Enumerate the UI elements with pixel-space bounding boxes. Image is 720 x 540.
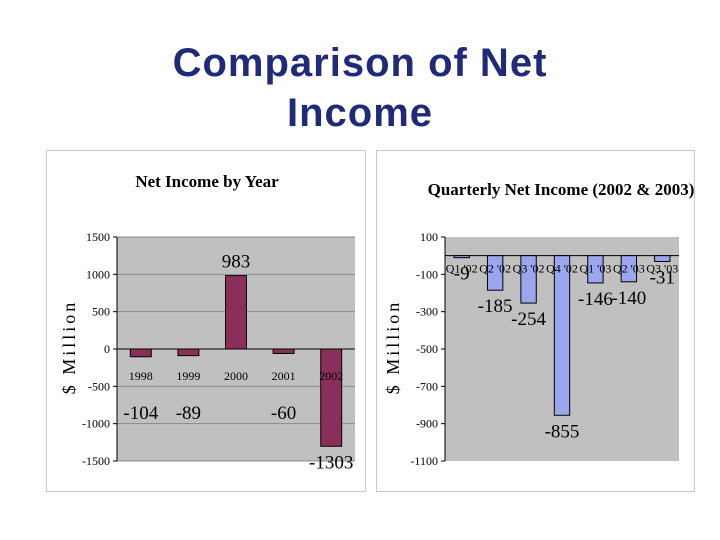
- yearly-net-income-chart: Net Income by Year150010005000-500-1000-…: [59, 172, 355, 473]
- y-tick-label: 100: [420, 230, 438, 244]
- value-label: -60: [271, 403, 296, 424]
- y-tick-label: -1000: [82, 417, 110, 431]
- slide-title: Comparison of Net Income: [0, 38, 720, 138]
- y-tick-label: 500: [92, 305, 110, 319]
- y-tick-label: -100: [416, 267, 438, 281]
- category-label: Q2 '03: [613, 262, 645, 276]
- category-label: Q2 '02: [479, 262, 511, 276]
- value-label: -31: [650, 267, 675, 288]
- y-tick-label: 1500: [86, 230, 110, 244]
- bar: [486, 255, 504, 291]
- y-axis-label: $ Million: [383, 300, 403, 395]
- value-label: -146: [578, 289, 613, 310]
- chart-title: Quarterly Net Income (2002 & 2003): [428, 180, 694, 199]
- value-label: -855: [545, 421, 580, 442]
- value-label: -1303: [309, 452, 353, 473]
- yearly-chart-panel: Net Income by Year 1500 1000 500 0 -500 -1000-…: [46, 150, 366, 492]
- y-tick-label: 1000: [86, 267, 110, 281]
- y-tick-label: -500: [416, 342, 438, 356]
- category-label: Q3 '02: [513, 262, 545, 276]
- chart-title: Net Income by Year: [135, 172, 279, 191]
- y-tick-label: -700: [416, 379, 438, 393]
- value-label: -140: [611, 288, 646, 309]
- category-label: Q4 '02: [546, 262, 578, 276]
- category-label: 2001: [272, 369, 296, 383]
- quarterly-net-income-chart: Quarterly Net Income (2002 & 2003) 100 -10…: [383, 180, 694, 468]
- value-label: 983: [222, 252, 251, 273]
- category-label: Q1 '02: [446, 262, 478, 276]
- category-label: 2002: [319, 369, 343, 383]
- value-label: -104: [123, 403, 158, 424]
- y-tick-label: 0: [104, 342, 110, 356]
- bar: [272, 348, 295, 354]
- y-tick-label: -300: [416, 305, 438, 319]
- y-tick-label: -500: [88, 379, 110, 393]
- category-label: 1999: [176, 369, 200, 383]
- bar: [225, 275, 247, 350]
- y-tick-label: -1100: [410, 454, 438, 468]
- y-tick-label: -900: [416, 417, 438, 431]
- value-label: -9: [454, 263, 470, 284]
- slide-title-line-1: Comparison of Net: [172, 41, 548, 85]
- bar: [520, 255, 537, 304]
- quarterly-chart-panel: Quarterly Net Income (2002 & 2003) 100 -10…: [376, 150, 695, 492]
- bar: [620, 255, 638, 283]
- category-label: Q1 '03: [580, 262, 612, 276]
- category-label: Q3 '03: [646, 262, 678, 276]
- bar: [453, 255, 470, 259]
- category-label: 1998: [129, 369, 153, 383]
- bar: [177, 348, 200, 357]
- y-axis-label: $ Million: [59, 300, 79, 395]
- bar: [320, 348, 343, 447]
- y-tick-label: -1500: [82, 454, 110, 468]
- value-label: -89: [176, 403, 201, 424]
- bar: [587, 255, 604, 284]
- category-label: 2000: [224, 369, 248, 383]
- bar: [129, 348, 152, 358]
- value-label: -254: [511, 309, 546, 330]
- value-label: -185: [478, 296, 513, 317]
- bar: [553, 255, 571, 416]
- bar: [654, 255, 671, 262]
- slide-title-line-2: Income: [286, 91, 434, 135]
